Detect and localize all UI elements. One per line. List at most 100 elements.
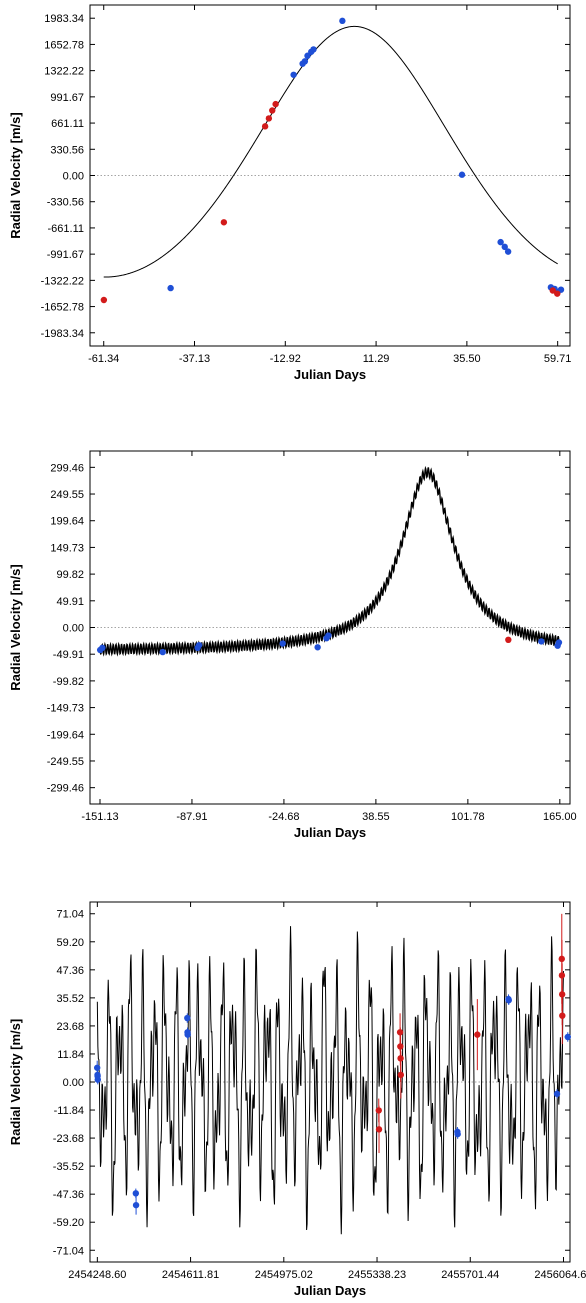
- blue-data-point: [195, 641, 203, 649]
- x-tick-label: 2456064.65: [534, 1269, 586, 1281]
- y-tick-label: -661.11: [48, 223, 85, 235]
- y-tick-label: -199.64: [47, 729, 84, 741]
- red-data-point: [220, 219, 228, 226]
- chart-panel-3: 71.04 59.20 47.36 35.52 23.68 11.84 0.00 -11.84…: [8, 901, 586, 1298]
- blue-data-point: [538, 638, 545, 645]
- y-tick-label: 23.68: [56, 1021, 84, 1033]
- x-axis-label: Julian Days: [294, 825, 366, 840]
- blue-data-point: [325, 632, 332, 639]
- y-tick-label: -49.91: [53, 649, 84, 661]
- blue-data-point: [314, 644, 321, 651]
- y-tick-label: -59.20: [53, 1217, 84, 1229]
- y-tick-label: -149.73: [47, 703, 84, 715]
- y-tick-label: 49.91: [56, 596, 84, 608]
- y-tick-label: -11.84: [54, 1105, 84, 1117]
- chart-panel-2: 299.46 249.55 199.64 149.73 99.82 49.91 0.00 -4…: [8, 450, 577, 840]
- y-tick-label: -23.68: [53, 1133, 84, 1145]
- x-tick-label: 38.55: [362, 811, 390, 823]
- y-tick-label: 330.56: [50, 144, 84, 156]
- y-tick-label: -249.55: [47, 756, 84, 768]
- y-tick-label: -1652.78: [41, 302, 84, 314]
- blue-data-point: [184, 1014, 191, 1022]
- blue-data-point: [132, 1201, 140, 1209]
- blue-data-point: [454, 1130, 461, 1138]
- x-tick-label: 2454975.02: [255, 1269, 313, 1281]
- y-tick-label: -1983.34: [41, 328, 84, 340]
- y-tick-label: 199.64: [50, 516, 84, 528]
- x-tick-label: 2455338.23: [348, 1269, 406, 1281]
- y-tick-label: 0.00: [63, 623, 84, 635]
- blue-data-point: [279, 640, 286, 647]
- blue-data-point: [99, 644, 106, 652]
- y-tick-label: 1983.34: [44, 13, 84, 25]
- model-curve: [99, 465, 561, 657]
- x-tick-label: -87.91: [176, 811, 207, 823]
- chart-panel-1: 1983.34 1652.78 1322.22 991.67 661.11 330.56 0…: [8, 4, 572, 382]
- red-data-point: [269, 107, 276, 114]
- blue-data-point: [497, 238, 504, 246]
- plot-frame: [89, 450, 571, 805]
- y-tick-label: -1322.22: [41, 275, 84, 287]
- red-data-point: [397, 1071, 405, 1079]
- x-tick-label: -37.13: [179, 353, 210, 365]
- x-tick-label: -12.92: [270, 353, 301, 365]
- y-tick-label: 71.04: [56, 909, 84, 921]
- blue-data-point: [310, 46, 317, 53]
- y-tick-label: 47.36: [56, 965, 84, 977]
- y-tick-label: -71.04: [53, 1245, 84, 1257]
- blue-data-point: [132, 1190, 140, 1197]
- red-data-point: [261, 123, 269, 130]
- y-tick-label: -299.46: [47, 783, 84, 795]
- y-tick-label: 99.82: [56, 569, 84, 581]
- blue-data-point: [301, 58, 309, 65]
- y-axis-label: Radial Velocity [m/s]: [8, 1019, 23, 1145]
- blue-data-point: [94, 1072, 101, 1080]
- x-tick-label: -61.34: [88, 353, 119, 365]
- red-data-point: [100, 296, 108, 304]
- y-tick-label: 1322.22: [44, 66, 84, 78]
- red-data-point: [505, 636, 512, 644]
- blue-data-point: [501, 243, 508, 251]
- red-data-point: [559, 1012, 566, 1019]
- red-data-point: [474, 1031, 481, 1038]
- y-tick-label: 299.46: [50, 462, 84, 474]
- x-tick-label: 2454611.81: [162, 1269, 219, 1281]
- blue-data-point: [553, 1090, 561, 1098]
- red-data-point: [549, 287, 556, 294]
- x-tick-label: 101.78: [451, 811, 485, 823]
- blue-data-point: [339, 17, 346, 25]
- y-axis-label: Radial Velocity [m/s]: [8, 112, 23, 238]
- y-tick-label: 0.00: [63, 171, 84, 183]
- blue-data-point: [167, 284, 174, 292]
- x-tick-label: 59.71: [544, 353, 572, 365]
- red-data-point: [272, 100, 279, 108]
- x-tick-label: 2455701.44: [441, 1269, 499, 1281]
- x-axis-label: Julian Days: [294, 1283, 366, 1298]
- plot-frame: [89, 4, 571, 347]
- red-data-point: [554, 290, 561, 297]
- y-tick-label: 35.52: [56, 993, 84, 1005]
- blue-data-point: [555, 639, 563, 646]
- y-tick-label: 991.67: [50, 92, 84, 104]
- blue-data-point: [184, 1031, 191, 1038]
- y-tick-label: 0.00: [63, 1077, 84, 1089]
- x-tick-label: -24.68: [268, 811, 299, 823]
- x-tick-label: -151.13: [81, 811, 118, 823]
- model-curve: [96, 926, 564, 1235]
- blue-data-point: [504, 248, 512, 255]
- x-tick-label: 2454248.60: [68, 1269, 126, 1281]
- y-tick-label: 149.73: [50, 542, 84, 554]
- blue-data-point: [290, 71, 297, 78]
- x-axis-label: Julian Days: [294, 367, 366, 382]
- model-curve: [103, 25, 558, 278]
- y-axis-label: Radial Velocity [m/s]: [8, 564, 23, 690]
- y-tick-label: -35.52: [53, 1161, 84, 1173]
- x-tick-label: 35.50: [453, 353, 481, 365]
- x-tick-label: 11.29: [363, 353, 390, 365]
- blue-data-point: [505, 997, 512, 1004]
- y-tick-label: -991.67: [47, 249, 84, 261]
- y-tick-label: -330.56: [47, 197, 84, 209]
- blue-data-point: [564, 1033, 571, 1041]
- y-tick-label: 59.20: [56, 937, 84, 949]
